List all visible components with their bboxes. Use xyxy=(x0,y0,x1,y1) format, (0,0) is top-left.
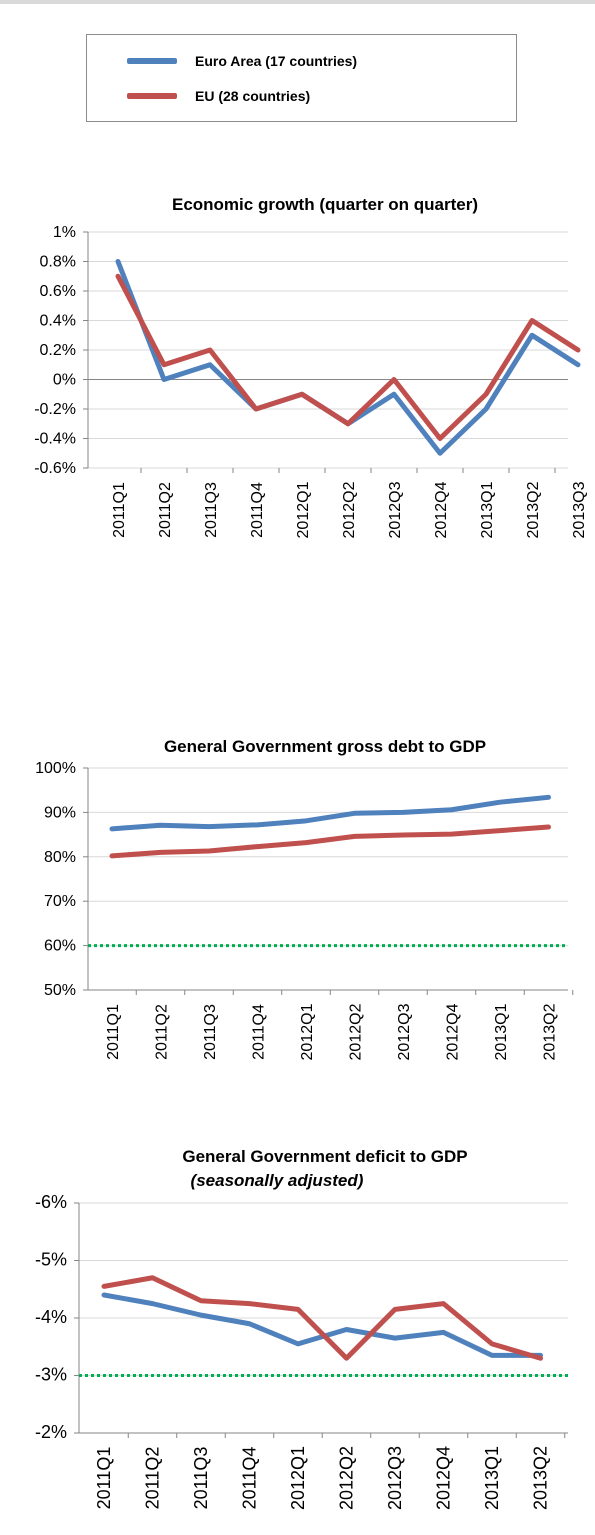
x-tick-label: 2011Q4 xyxy=(249,482,266,538)
x-tick-label: 2012Q3 xyxy=(387,481,404,538)
y-tick-label: 0.8% xyxy=(40,254,76,271)
legend-label-eu: EU (28 countries) xyxy=(195,88,311,104)
x-tick-label: 2011Q3 xyxy=(203,482,220,538)
y-tick-label: -3% xyxy=(35,1365,67,1385)
y-tick-label: 80% xyxy=(44,849,76,866)
chart-title: General Government gross debt to GDP xyxy=(164,737,486,756)
y-tick-label: -0.4% xyxy=(34,431,76,448)
legend-item-euro-area: Euro Area (17 countries) xyxy=(127,49,357,73)
x-tick-label: 2012Q3 xyxy=(385,1446,405,1510)
legend-swatch-euro-area xyxy=(127,58,177,64)
x-tick-label: 2012Q4 xyxy=(434,1446,454,1510)
x-tick-label: 2011Q4 xyxy=(240,1447,260,1510)
x-tick-label: 2013Q1 xyxy=(482,1446,502,1510)
y-tick-label: 0.4% xyxy=(40,313,76,330)
y-tick-label: 1% xyxy=(53,224,76,241)
y-tick-label: 100% xyxy=(35,760,76,777)
x-tick-label: 2011Q3 xyxy=(191,1447,211,1510)
x-tick-label: 2011Q2 xyxy=(143,1447,163,1510)
x-tick-label: 2011Q3 xyxy=(202,1004,219,1060)
series-line-euro-area xyxy=(101,1292,543,1358)
x-tick-label: 2011Q1 xyxy=(94,1447,114,1510)
legend-item-eu: EU (28 countries) xyxy=(127,84,310,108)
x-tick-label: 2012Q1 xyxy=(288,1446,308,1510)
legend: Euro Area (17 countries) EU (28 countrie… xyxy=(86,34,517,122)
y-tick-label: 0.2% xyxy=(40,342,76,359)
series-line-eu xyxy=(109,824,551,859)
chart-deficit: General Government deficit to GDP (season… xyxy=(35,1147,568,1510)
y-tick-label: -4% xyxy=(35,1307,67,1327)
y-tick-label: 60% xyxy=(44,938,76,955)
y-tick-label: 90% xyxy=(44,804,76,821)
y-tick-label: 0% xyxy=(53,372,76,389)
x-tick-label: 2011Q1 xyxy=(111,482,128,538)
y-tick-label: -5% xyxy=(35,1250,67,1270)
y-tick-label: 50% xyxy=(44,982,76,999)
y-tick-label: -6% xyxy=(35,1192,67,1212)
chart-subtitle: (seasonally adjusted) xyxy=(191,1171,364,1190)
x-tick-label: 2013Q1 xyxy=(493,1003,510,1060)
x-tick-label: 2012Q2 xyxy=(337,1446,357,1510)
chart-gross-debt: General Government gross debt to GDP 100%… xyxy=(35,737,574,1060)
y-tick-label: -0.2% xyxy=(34,401,76,418)
x-tick-label: 2011Q2 xyxy=(157,482,174,538)
top-divider xyxy=(0,0,595,4)
x-tick-label: 2012Q1 xyxy=(299,1003,316,1060)
x-tick-label: 2012Q2 xyxy=(341,481,358,538)
x-tick-label: 2011Q4 xyxy=(251,1004,268,1060)
chart-title: Economic growth (quarter on quarter) xyxy=(172,195,478,214)
x-tick-label: 2012Q4 xyxy=(445,1003,462,1060)
x-tick-label: 2013Q2 xyxy=(525,481,542,538)
y-tick-label: 0.6% xyxy=(40,283,76,300)
x-tick-label: 2012Q3 xyxy=(396,1003,413,1060)
series-line-eu xyxy=(115,273,581,441)
x-tick-label: 2012Q1 xyxy=(295,481,312,538)
legend-swatch-eu xyxy=(127,93,177,99)
x-tick-label: 2011Q2 xyxy=(154,1004,171,1060)
x-tick-label: 2012Q4 xyxy=(433,481,450,538)
y-tick-label: -2% xyxy=(35,1422,67,1442)
series-line-eu xyxy=(101,1275,543,1361)
chart-title: General Government deficit to GDP xyxy=(182,1147,467,1166)
legend-label-euro-area: Euro Area (17 countries) xyxy=(195,53,358,69)
x-tick-label: 2013Q2 xyxy=(531,1446,551,1510)
series-line-euro-area xyxy=(109,794,551,832)
x-tick-label: 2013Q2 xyxy=(542,1003,559,1060)
chart-economic-growth: Economic growth (quarter on quarter) 1% 0.… xyxy=(34,195,588,538)
y-tick-label: -0.6% xyxy=(34,460,76,477)
x-tick-label: 2011Q1 xyxy=(105,1004,122,1060)
x-tick-label: 2012Q2 xyxy=(348,1003,365,1060)
y-tick-label: 70% xyxy=(44,893,76,910)
x-tick-label: 2013Q1 xyxy=(479,481,496,538)
x-tick-label: 2013Q3 xyxy=(571,481,588,538)
